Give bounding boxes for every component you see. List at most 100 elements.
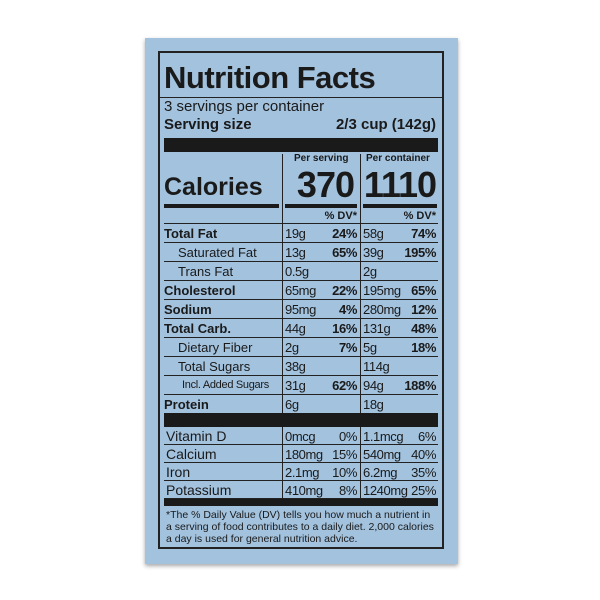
dv-per-serving: 10% (332, 465, 357, 480)
amount-per-serving: 19g (285, 226, 306, 241)
amount-per-container: 5g (363, 340, 377, 355)
serving-size-label: Serving size (164, 116, 252, 133)
label-title: Nutrition Facts (164, 60, 376, 95)
row-divider (164, 337, 438, 338)
row-divider (164, 498, 438, 499)
dv-per-container: 12% (411, 302, 436, 317)
row-divider (164, 261, 438, 262)
amount-per-serving: 6g (285, 397, 299, 412)
column-divider (282, 154, 283, 499)
dv-per-serving: 7% (339, 340, 357, 355)
dv-per-container: 48% (411, 321, 436, 336)
nutrient-name: Incl. Added Sugars (182, 379, 269, 391)
amount-per-container: 58g (363, 226, 384, 241)
amount-per-serving: 180mg (285, 447, 323, 462)
per-serving-header: Per serving (294, 153, 349, 164)
amount-per-container: 1.1mcg (363, 429, 404, 444)
thick-divider (164, 499, 438, 506)
calories-rule (285, 204, 357, 208)
amount-per-container: 39g (363, 245, 384, 260)
row-divider (164, 480, 438, 481)
nutrient-row: Dietary Fiber 2g 7% 5g 18% (160, 338, 442, 357)
vitamin-row: Vitamin D 0mcg 0% 1.1mcg 6% (160, 427, 442, 446)
nutrient-row: Sodium 95mg 4% 280mg 12% (160, 300, 442, 319)
dv-per-serving: 62% (332, 378, 357, 393)
amount-per-container: 540mg (363, 447, 401, 462)
nutrient-row: Total Sugars 38g 114g (160, 357, 442, 376)
amount-per-container: 94g (363, 378, 384, 393)
dv-per-container: 188% (404, 378, 436, 393)
amount-per-container: 1240mg (363, 483, 408, 498)
dv-per-container: 35% (411, 465, 436, 480)
amount-per-serving: 95mg (285, 302, 316, 317)
nutrient-name: Trans Fat (178, 264, 234, 279)
amount-per-container: 2g (363, 264, 377, 279)
row-divider (164, 318, 438, 319)
row-divider (164, 242, 438, 243)
dv-per-container: 195% (404, 245, 436, 260)
daily-value-footnote: *The % Daily Value (DV) tells you how mu… (166, 509, 434, 545)
row-divider (164, 444, 438, 445)
row-divider (164, 280, 438, 281)
dv-per-serving: 0% (339, 429, 357, 444)
dv-header-serving: % DV* (324, 210, 357, 222)
amount-per-serving: 38g (285, 359, 306, 374)
nutrient-name: Total Sugars (178, 359, 251, 374)
amount-per-container: 280mg (363, 302, 401, 317)
per-container-header: Per container (366, 153, 430, 164)
row-divider (164, 394, 438, 395)
divider (160, 97, 442, 98)
calories-rule (164, 204, 279, 208)
dv-per-container: 74% (411, 226, 436, 241)
calories-per-container: 1110 (363, 164, 437, 205)
amount-per-serving: 13g (285, 245, 306, 260)
nutrition-label-card: Nutrition Facts 3 servings per container… (145, 38, 458, 564)
calories-label: Calories (164, 173, 263, 201)
dv-per-serving: 24% (332, 226, 357, 241)
dv-per-serving: 8% (339, 483, 357, 498)
divider (164, 223, 438, 224)
nutrient-name: Total Fat (164, 226, 218, 241)
amount-per-container: 195mg (363, 283, 401, 298)
dv-per-container: 65% (411, 283, 436, 298)
nutrient-row: Total Carb. 44g 16% 131g 48% (160, 319, 442, 338)
nutrient-row: Trans Fat 0.5g 2g (160, 262, 442, 281)
nutrient-row: Saturated Fat 13g 65% 39g 195% (160, 243, 442, 262)
dv-header-container: % DV* (403, 210, 436, 222)
nutrient-row: Total Fat 19g 24% 58g 74% (160, 224, 442, 243)
dv-per-container: 25% (411, 483, 436, 498)
servings-per-container: 3 servings per container (164, 98, 325, 115)
nutrient-name: Total Carb. (164, 321, 231, 336)
amount-per-serving: 0mcg (285, 429, 316, 444)
row-divider (164, 375, 438, 376)
dv-per-container: 40% (411, 447, 436, 462)
amount-per-serving: 44g (285, 321, 306, 336)
vitamin-row: Potassium 410mg 8% 1240mg 25% (160, 481, 442, 500)
thick-divider (164, 413, 438, 427)
serving-size-value: 2/3 cup (142g) (335, 116, 436, 133)
vitamin-row: Calcium 180mg 15% 540mg 40% (160, 445, 442, 464)
column-divider (360, 154, 361, 499)
nutrient-row: Cholesterol 65mg 22% 195mg 65% (160, 281, 442, 300)
nutrient-name: Sodium (164, 302, 212, 317)
dv-per-container: 18% (411, 340, 436, 355)
dv-per-serving: 22% (332, 283, 357, 298)
amount-per-serving: 2g (285, 340, 299, 355)
nutrient-name: Saturated Fat (178, 245, 257, 260)
nutrient-name: Protein (164, 397, 209, 412)
nutrient-name: Iron (166, 464, 191, 480)
nutrient-name: Cholesterol (164, 283, 236, 298)
amount-per-serving: 0.5g (285, 264, 309, 279)
dv-per-serving: 16% (332, 321, 357, 336)
amount-per-container: 6.2mg (363, 465, 398, 480)
nutrient-name: Calcium (166, 446, 217, 462)
nutrient-row: Protein 6g 18g (160, 395, 442, 414)
amount-per-container: 114g (363, 359, 390, 374)
amount-per-container: 18g (363, 397, 384, 412)
dv-per-container: 6% (418, 429, 436, 444)
nutrition-facts-panel: Nutrition Facts 3 servings per container… (158, 51, 444, 549)
amount-per-container: 131g (363, 321, 391, 336)
row-divider (164, 356, 438, 357)
amount-per-serving: 65mg (285, 283, 316, 298)
dv-per-serving: 65% (332, 245, 357, 260)
